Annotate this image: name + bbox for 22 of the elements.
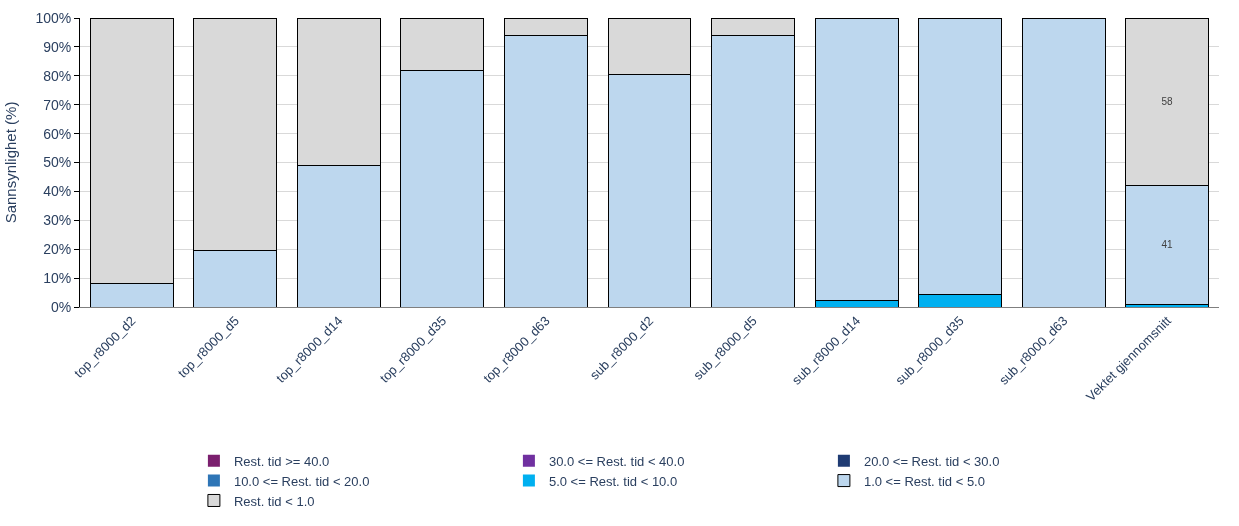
legend-label: Rest. tid < 1.0 [233,493,315,509]
bar [1021,18,1106,307]
legend-label: 20.0 <= Rest. tid < 30.0 [863,453,1000,469]
y-tick-label: 30% [43,212,72,229]
y-tick-label: 100% [35,9,72,26]
y-tick-label: 50% [43,154,72,171]
y-tick-label: 0% [50,298,72,315]
y-tick-label: 90% [43,38,72,55]
legend-label: 5.0 <= Rest. tid < 10.0 [548,473,678,489]
legend-label: 30.0 <= Rest. tid < 40.0 [548,453,685,469]
y-tick-label: 20% [43,241,72,258]
data-label: 41 [1161,239,1174,251]
legend-label: 10.0 <= Rest. tid < 20.0 [233,473,370,489]
y-tick-label: 70% [43,96,72,113]
y-tick-label: 10% [43,270,72,286]
y-tick-label: 80% [43,67,72,84]
y-axis-title: Sannsynlighet (%) [1,101,19,224]
legend-label: 1.0 <= Rest. tid < 5.0 [863,473,985,489]
y-tick-label: 40% [43,183,72,200]
data-label: 58 [1161,96,1174,108]
y-tick-label: 60% [43,125,72,142]
legend-label: Rest. tid >= 40.0 [233,453,330,469]
